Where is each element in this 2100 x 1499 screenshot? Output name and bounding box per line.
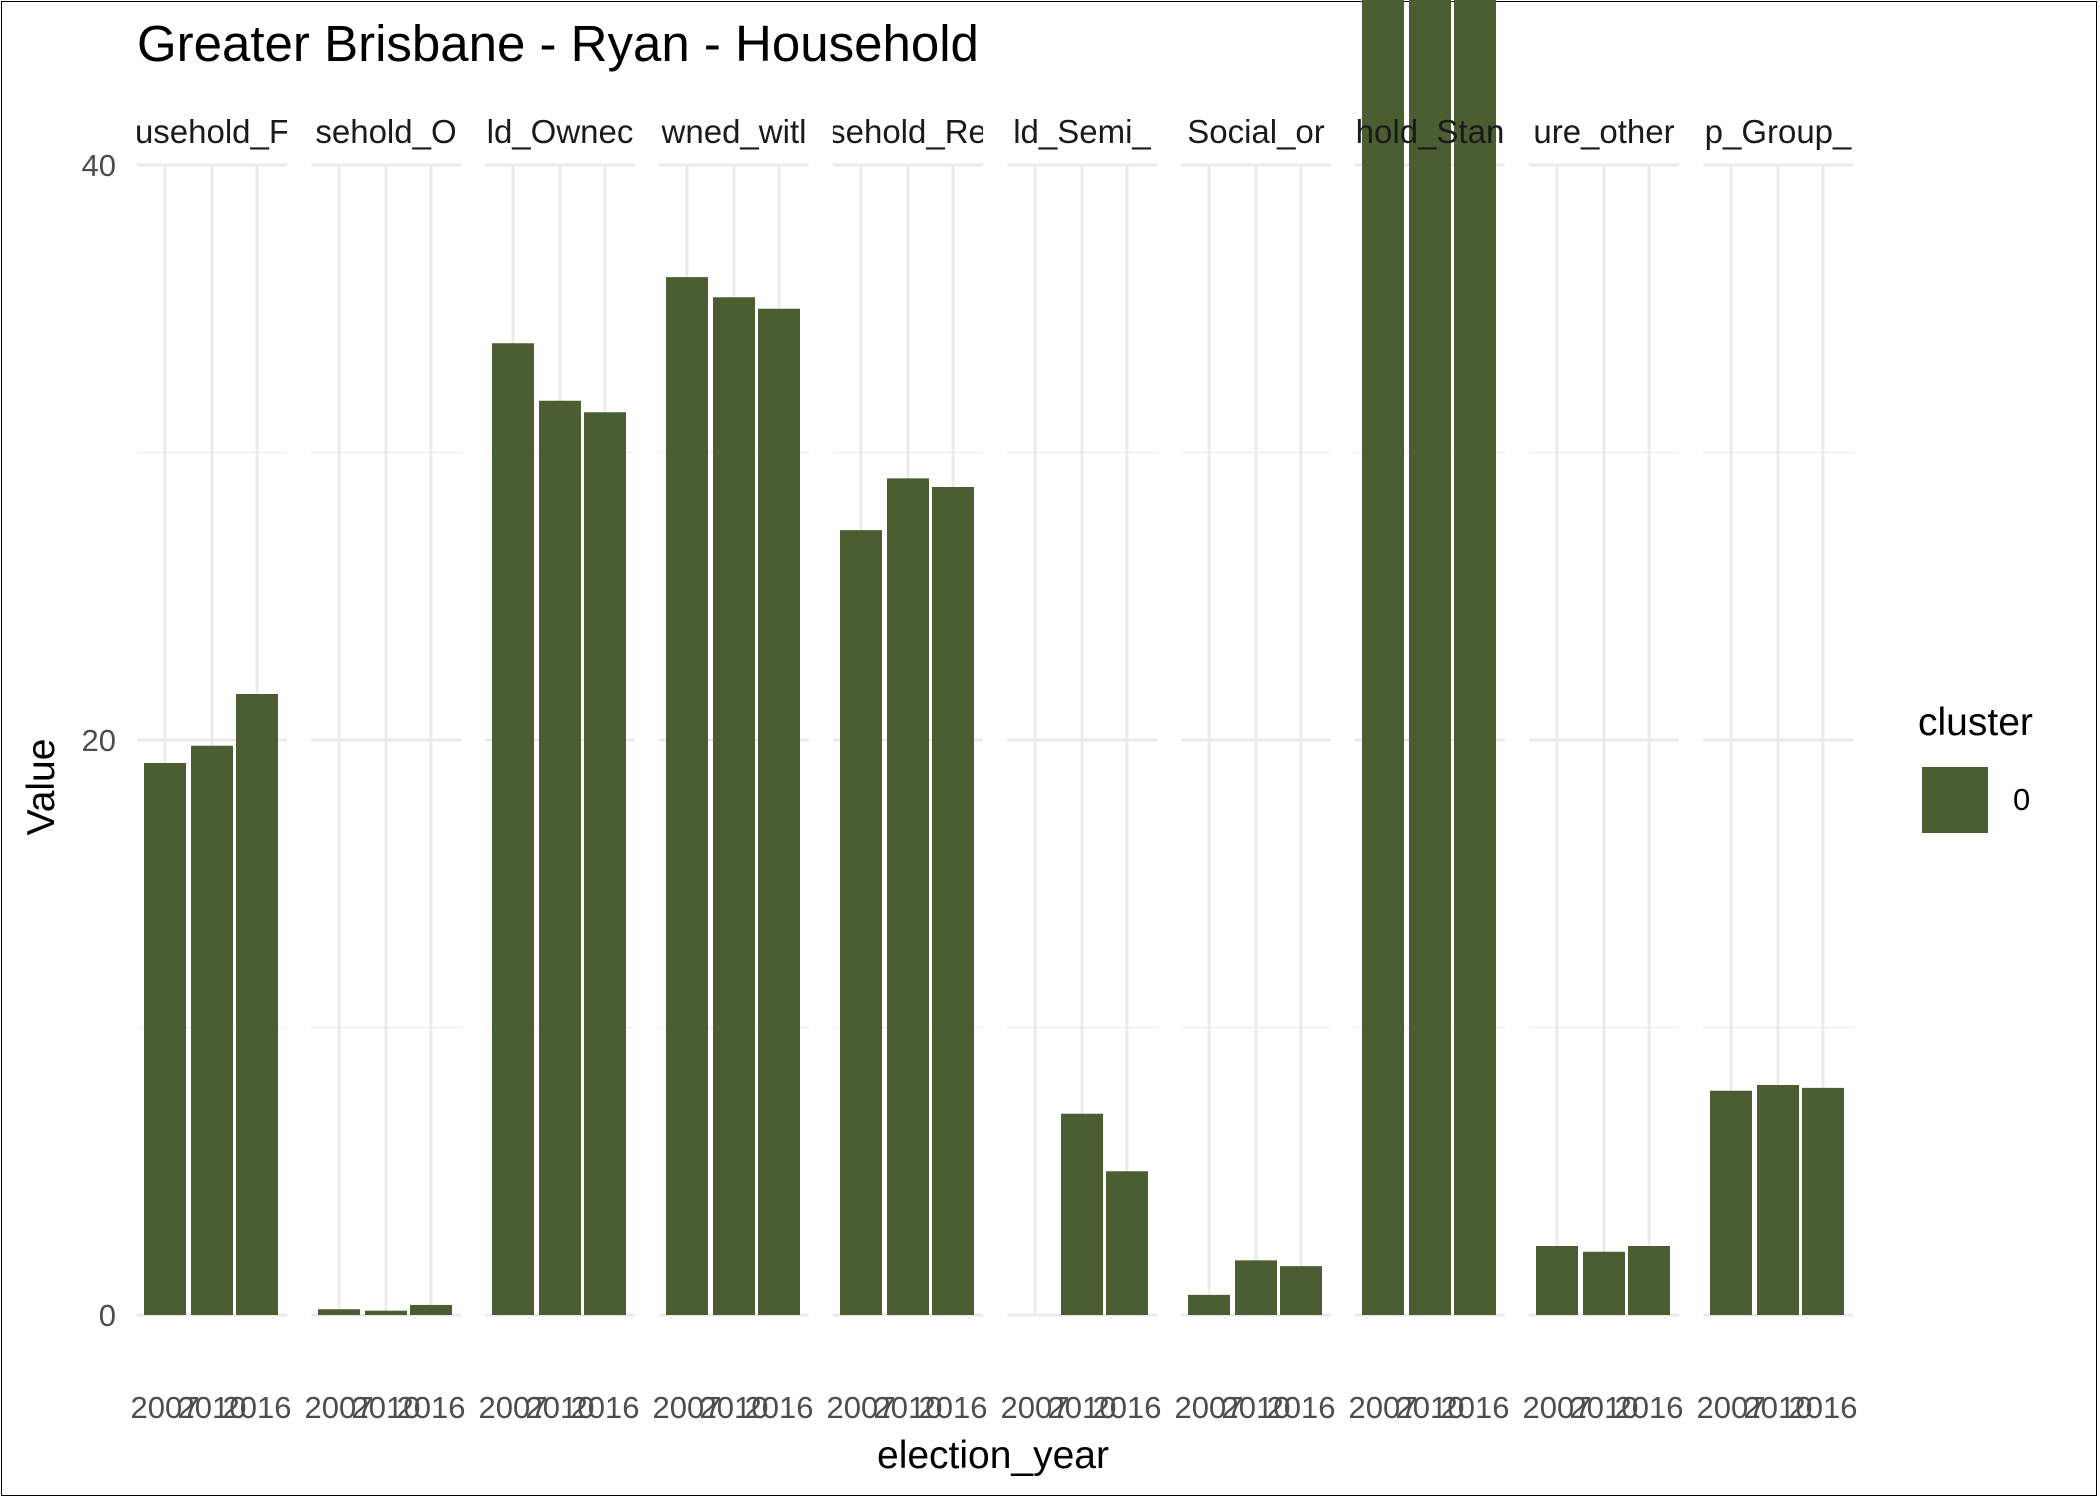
x-tick-label: 2010 <box>178 1390 247 1425</box>
bar <box>1235 1260 1277 1315</box>
facet-strip-label: ld_Ownec <box>487 113 634 150</box>
x-tick-label: 2010 <box>1744 1390 1813 1425</box>
legend-title: cluster <box>1918 701 2033 744</box>
bar <box>758 308 800 1315</box>
bar <box>1188 1294 1230 1315</box>
bar <box>1757 1085 1799 1315</box>
bar <box>1710 1090 1752 1315</box>
bar <box>1536 1246 1578 1315</box>
x-tick-label: 2016 <box>223 1390 292 1425</box>
x-tick-label: 2010 <box>1048 1390 1117 1425</box>
bar <box>584 412 626 1315</box>
x-tick-label: 2007 <box>1349 1390 1418 1425</box>
bar <box>1583 1251 1625 1315</box>
bar <box>1802 1087 1844 1315</box>
bar <box>713 297 755 1315</box>
facet-strip-labels: usehold_F sehold_O ld_Ownec wned_witl sehold… <box>135 113 1852 150</box>
bar <box>492 343 534 1315</box>
bar <box>1061 1113 1103 1315</box>
facet-strip-label: usehold_F <box>135 113 289 150</box>
bar <box>1362 0 1404 1315</box>
x-tick-label: 2010 <box>352 1390 421 1425</box>
facet-strip-label: wned_witl <box>661 113 807 150</box>
bar <box>365 1310 407 1315</box>
facet-strip-label: ld_Semi_ <box>1013 113 1151 150</box>
grid-lines <box>137 163 1853 1317</box>
x-tick-label: 2007 <box>1523 1390 1592 1425</box>
x-tick-label: 2016 <box>745 1390 814 1425</box>
x-tick-label: 2010 <box>1396 1390 1465 1425</box>
bar <box>1628 1246 1670 1315</box>
x-tick-label: 2016 <box>397 1390 466 1425</box>
bar <box>144 763 186 1315</box>
legend-label: 0 <box>2013 782 2030 817</box>
x-tick-label: 2007 <box>1001 1390 1070 1425</box>
x-tick-label: 2016 <box>1615 1390 1684 1425</box>
x-tick-label: 2007 <box>1697 1390 1766 1425</box>
x-tick-label: 2010 <box>874 1390 943 1425</box>
bar <box>666 277 708 1315</box>
bar <box>1106 1171 1148 1315</box>
facet-strip-label: Social_or <box>1187 113 1325 150</box>
bar <box>887 478 929 1315</box>
bar <box>1454 0 1496 1315</box>
bar <box>840 530 882 1315</box>
y-tick-label: 20 <box>82 723 116 758</box>
facet-strip-label: hold_Stan <box>1356 113 1505 150</box>
x-tick-label: 2016 <box>571 1390 640 1425</box>
x-tick-label: 2010 <box>1222 1390 1291 1425</box>
x-tick-label: 2016 <box>1441 1390 1510 1425</box>
bar <box>1280 1266 1322 1315</box>
y-axis-ticks: 0204060 <box>82 148 116 1333</box>
legend: cluster 0 <box>1918 701 2033 833</box>
legend-key-swatch <box>1922 767 1988 833</box>
x-tick-label: 2016 <box>919 1390 988 1425</box>
x-axis-title: election_year <box>877 1434 1109 1477</box>
facet-strip-label: sehold_Re <box>829 113 987 150</box>
facet-strip-label: sehold_O <box>315 113 456 150</box>
bar <box>236 694 278 1315</box>
bar <box>191 745 233 1315</box>
bar <box>932 487 974 1315</box>
x-tick-label: 2007 <box>131 1390 200 1425</box>
bars <box>144 0 1844 1315</box>
y-tick-label: 0 <box>99 1298 116 1333</box>
x-tick-label: 2007 <box>305 1390 374 1425</box>
x-tick-label: 2016 <box>1789 1390 1858 1425</box>
y-tick-label: 40 <box>82 148 116 183</box>
bar <box>318 1309 360 1315</box>
x-tick-label: 2010 <box>526 1390 595 1425</box>
x-tick-label: 2010 <box>1570 1390 1639 1425</box>
bar <box>539 400 581 1315</box>
chart-title: Greater Brisbane - Ryan - Household <box>137 15 979 72</box>
bar <box>410 1304 452 1315</box>
x-tick-label: 2007 <box>1175 1390 1244 1425</box>
x-tick-label: 2010 <box>700 1390 769 1425</box>
y-axis-title: Value <box>20 739 63 836</box>
x-tick-label: 2016 <box>1267 1390 1336 1425</box>
bar <box>1409 0 1451 1315</box>
facet-strip-label: ure_other <box>1533 113 1674 150</box>
x-tick-label: 2007 <box>653 1390 722 1425</box>
x-tick-label: 2007 <box>479 1390 548 1425</box>
x-tick-label: 2016 <box>1093 1390 1162 1425</box>
facet-strip-label: p_Group_ <box>1705 113 1852 150</box>
x-tick-label: 2007 <box>827 1390 896 1425</box>
